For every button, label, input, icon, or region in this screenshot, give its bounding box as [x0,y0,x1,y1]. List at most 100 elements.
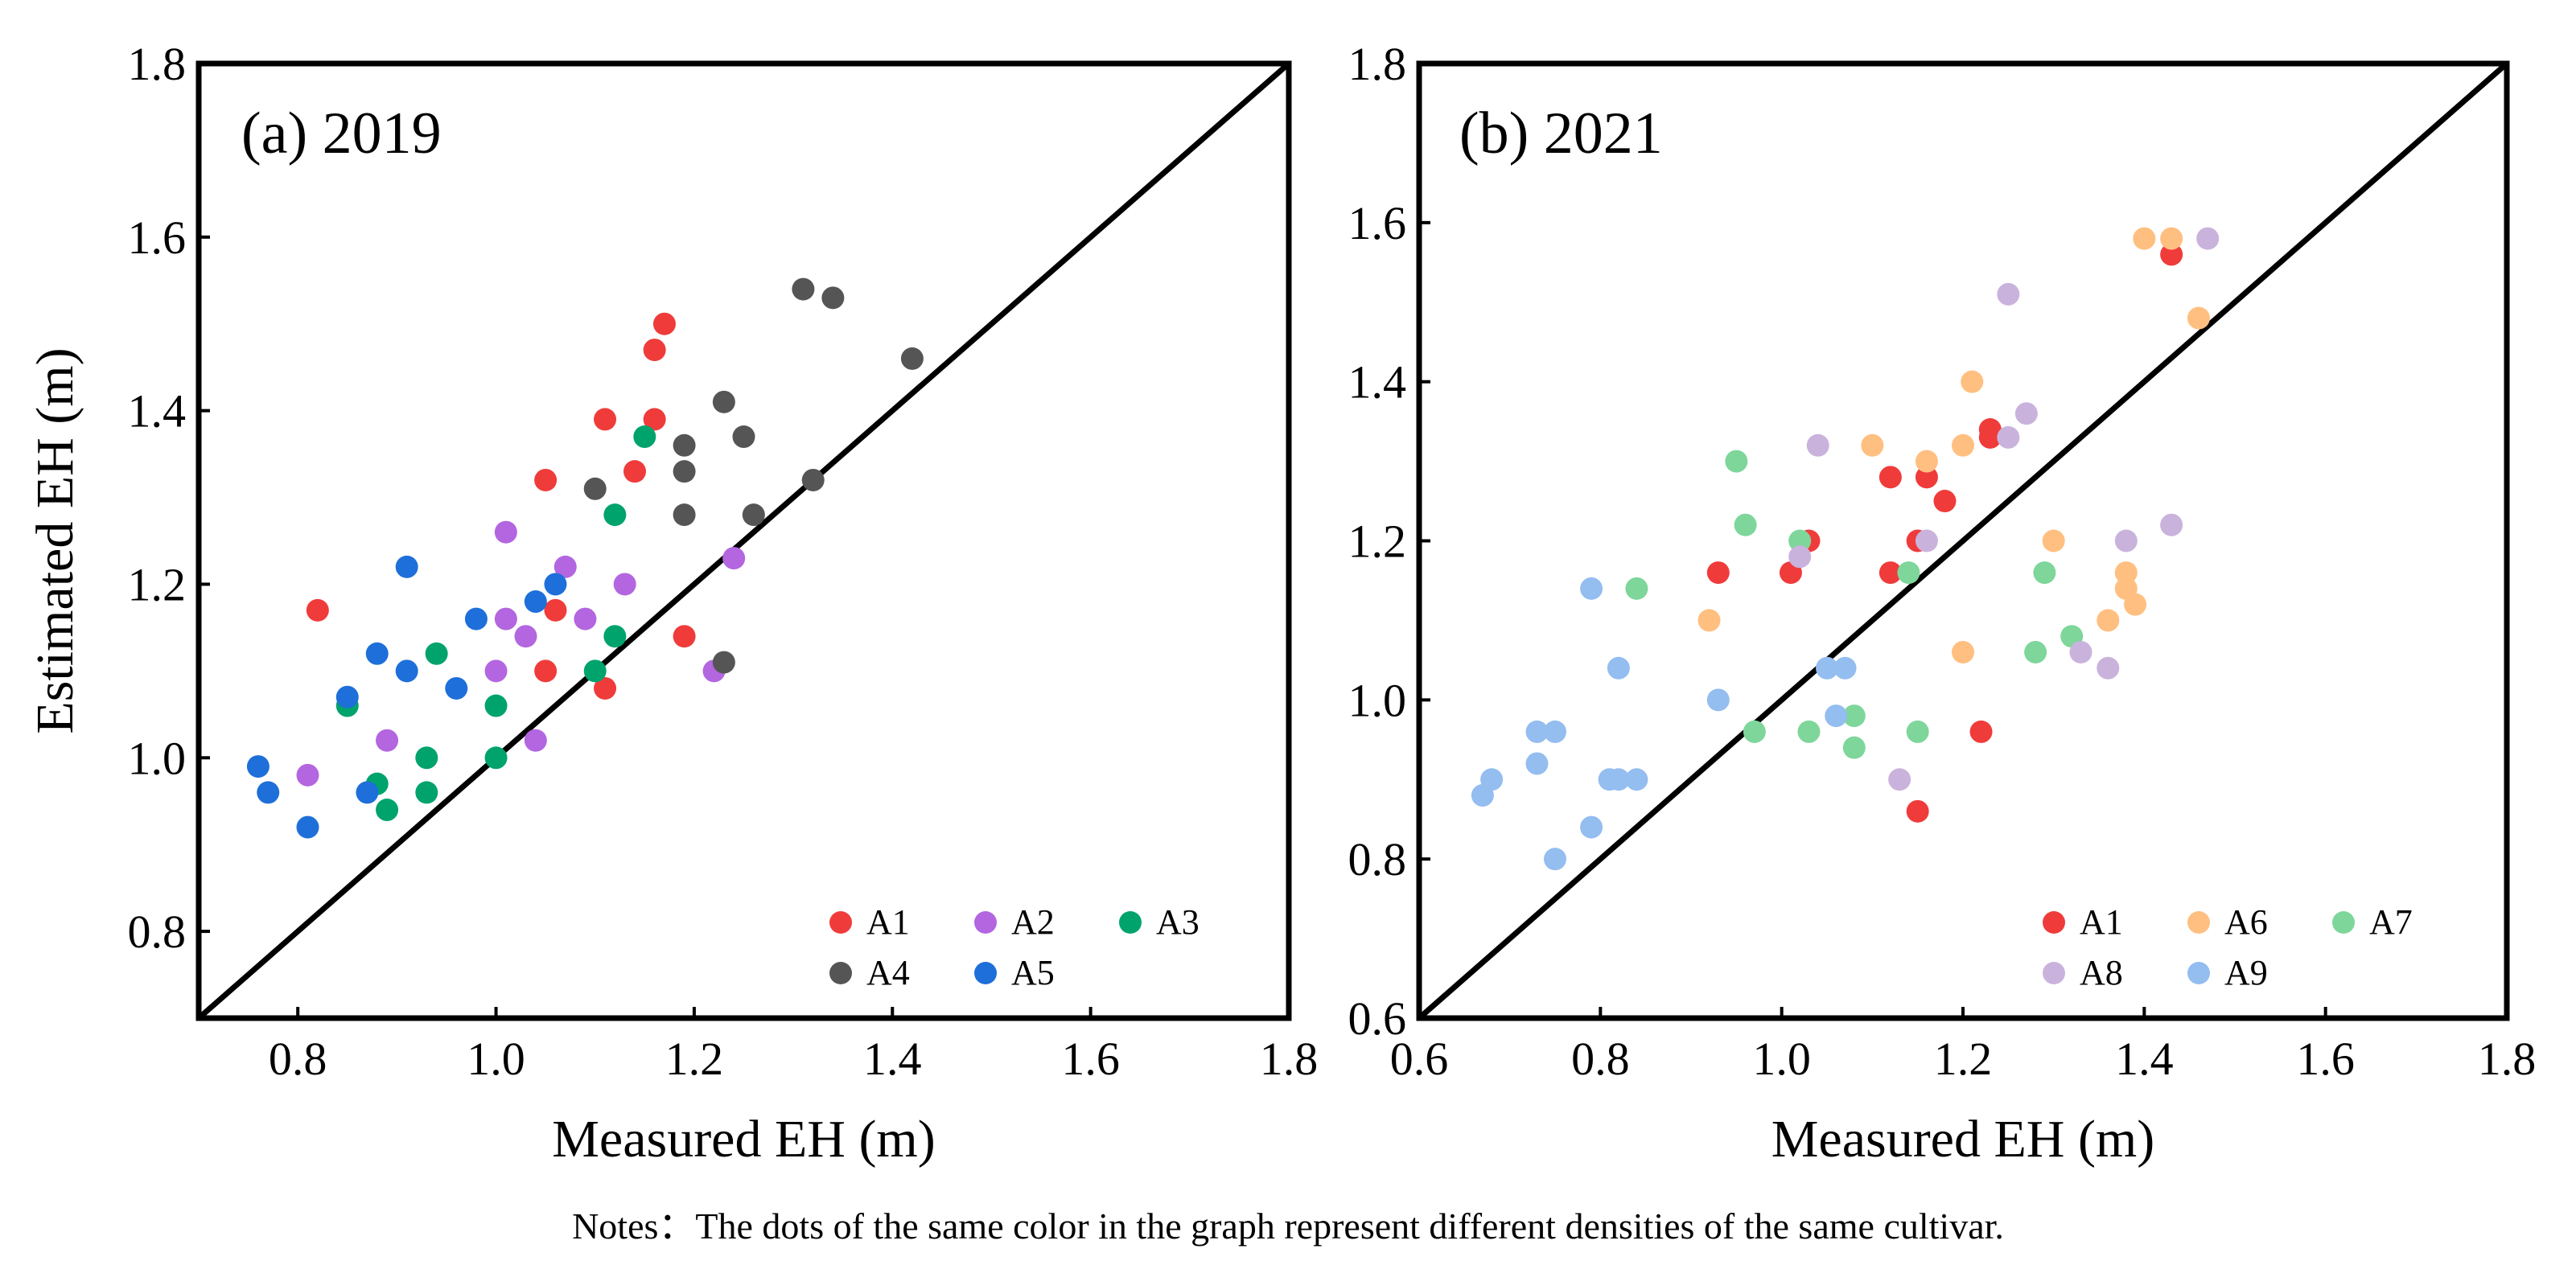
x-tick-label: 1.8 [2478,1033,2537,1085]
x-tick-label: 1.2 [665,1033,724,1085]
data-point-a1-8 [534,659,558,683]
data-point-a9-8 [1525,752,1549,775]
data-point-a1-11 [1969,720,1993,743]
legend-marker-a1 [829,911,852,934]
data-point-a5-3 [524,590,547,614]
data-point-a8-7 [2160,513,2183,536]
data-point-a4-5 [673,433,696,457]
data-point-a3-10 [603,625,627,648]
x-tick-label: 0.6 [1390,1033,1449,1085]
y-tick-label: 1.4 [128,385,187,437]
data-point-a1-5 [1933,490,1957,513]
legend-marker-a6 [2187,911,2210,934]
data-point-a2-3 [494,607,517,630]
data-point-a7-11 [1797,720,1821,743]
data-point-a4-9 [673,503,696,527]
data-point-a7-12 [1842,736,1866,759]
legend-marker-a4 [829,962,852,984]
data-point-a9-6 [1525,720,1549,743]
data-point-a5-4 [365,642,389,665]
data-point-a6-2 [2187,306,2210,330]
data-point-a2-8 [296,763,319,787]
data-point-a1-6 [623,460,646,483]
y-tick-label: 1.6 [1348,197,1407,249]
data-point-a9-0 [1580,577,1603,600]
legend-label-a2: A2 [1011,902,1055,942]
data-point-a9-15 [1544,848,1566,871]
data-point-a1-9 [594,676,617,700]
panel-b-2021: 0.6 0.8 1.0 1.2 1.4 1.6 1.8 0.6 0.8 1.0 1.2 1.4 1.6 1… [1348,38,2537,1169]
legend-label-a3: A3 [1156,902,1200,942]
panel-a-2019: 0.8 1.0 1.2 1.4 1.6 1.8 0.8 1.0 1.2 1.4 1.6 1.8 (a) … [26,38,1318,1169]
data-point-a6-8 [2114,561,2138,585]
data-point-a7-3 [1897,561,1920,585]
data-point-a9-14 [1580,815,1603,839]
data-point-a7-5 [1625,577,1648,600]
data-point-a2-1 [553,555,577,578]
data-point-a1-0 [306,598,329,622]
data-point-a1-0 [2160,243,2183,266]
x-axis-label: Measured EH (m) [1772,1110,2155,1169]
data-point-a3-8 [376,799,399,822]
legend-label-a5: A5 [1011,953,1055,992]
data-point-a5-0 [395,555,418,578]
legend-label-a1: A1 [2080,902,2123,942]
data-point-a1-2 [1978,425,2002,449]
data-point-a2-10 [722,547,746,570]
data-point-a1-1 [534,468,558,491]
data-point-a6-13 [1952,640,1974,663]
data-point-a8-5 [1915,529,1938,552]
x-tick-label: 1.2 [1934,1033,1993,1085]
data-point-a2-0 [494,520,517,544]
y-tick-label: 1.0 [1348,674,1407,726]
data-point-a4-1 [821,286,845,310]
data-point-a5-6 [445,676,468,700]
data-point-a6-1 [2160,227,2183,250]
data-point-a1-4 [652,312,676,335]
data-point-a9-13 [1471,784,1494,807]
data-point-a9-7 [1544,720,1566,743]
x-tick-label: 0.8 [1571,1033,1630,1085]
data-point-a9-11 [1607,768,1630,791]
data-point-a7-10 [1743,720,1766,743]
one-to-one-line [196,61,1291,1021]
data-point-a7-2 [1788,529,1812,552]
data-point-a2-6 [376,729,399,752]
data-point-a9-12 [1625,768,1648,791]
x-tick-label: 0.8 [269,1033,327,1085]
data-point-a5-1 [544,573,567,596]
data-point-a8-8 [1788,545,1812,569]
data-point-a5-8 [246,755,270,778]
data-point-a3-5 [484,746,508,770]
data-point-a3-4 [484,694,508,717]
data-point-a3-11 [583,659,607,683]
data-point-a8-10 [2097,656,2120,680]
data-point-a5-7 [335,685,359,709]
data-point-a4-6 [673,460,696,483]
data-point-a3-6 [415,746,438,770]
y-tick-label: 1.8 [1348,38,1407,90]
x-tick-label: 1.0 [1752,1033,1811,1085]
y-tick-label: 1.8 [128,38,187,90]
data-point-a7-1 [1734,513,1757,536]
data-point-a2-5 [484,659,508,683]
data-point-a3-0 [633,425,656,449]
data-point-a6-3 [1961,370,1984,393]
data-point-a4-8 [801,468,825,491]
data-point-a8-2 [2014,402,2038,425]
data-point-a7-4 [2033,561,2056,585]
data-point-a2-7 [524,729,547,752]
legend-label-a1: A1 [866,902,910,942]
legend-marker-a9 [2187,962,2210,984]
legend-label-a9: A9 [2224,953,2268,992]
x-tick-label: 1.4 [863,1033,922,1085]
data-point-a6-11 [2097,609,2120,632]
y-tick-label: 0.6 [1348,992,1407,1045]
data-point-a5-10 [296,815,319,839]
legend-label-a6: A6 [2224,902,2268,942]
data-point-a2-9 [613,573,636,596]
data-point-a5-5 [395,659,418,683]
data-point-a8-6 [2114,529,2138,552]
x-tick-label: 1.0 [467,1033,525,1085]
